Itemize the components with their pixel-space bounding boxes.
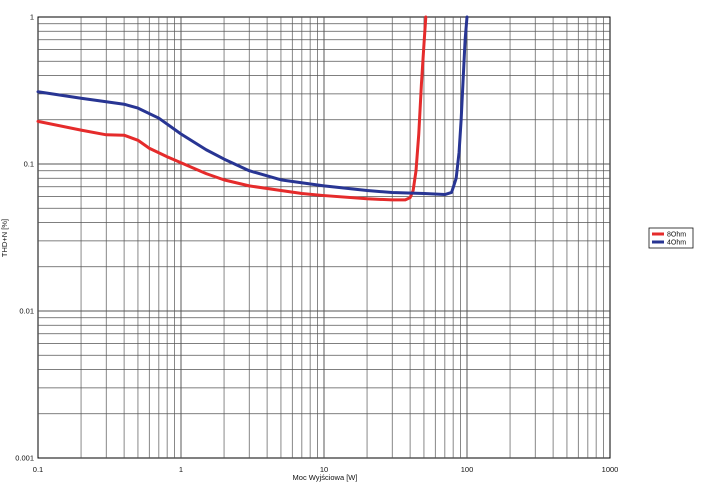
- y-tick-label: 0.01: [19, 307, 34, 316]
- series-line-8ohm: [36, 15, 428, 202]
- y-tick-label: 0.1: [24, 160, 34, 169]
- y-axis-label: THD+N [%]: [0, 219, 9, 257]
- y-tick-label: 0.001: [15, 454, 34, 463]
- series-layer: [36, 15, 469, 202]
- x-tick-label: 10: [320, 465, 328, 474]
- axis-layer: 0.1 1 10 100 1000 1 0.1 0.01 0.001 Moc Wyjściowa …: [0, 13, 618, 483]
- x-axis-label: Moc Wyjściowa [W]: [293, 473, 358, 482]
- x-tick-label: 0.1: [33, 465, 43, 474]
- x-tick-label: 1: [179, 465, 183, 474]
- x-tick-label: 100: [461, 465, 474, 474]
- legend-label-4ohm: 4Ohm: [667, 240, 686, 247]
- y-tick-label: 1: [30, 13, 34, 22]
- series-line-4ohm: [36, 15, 469, 197]
- grid-layer: [37, 16, 611, 459]
- legend-label-8ohm: 8Ohm: [667, 232, 686, 239]
- x-tick-label: 1000: [602, 465, 619, 474]
